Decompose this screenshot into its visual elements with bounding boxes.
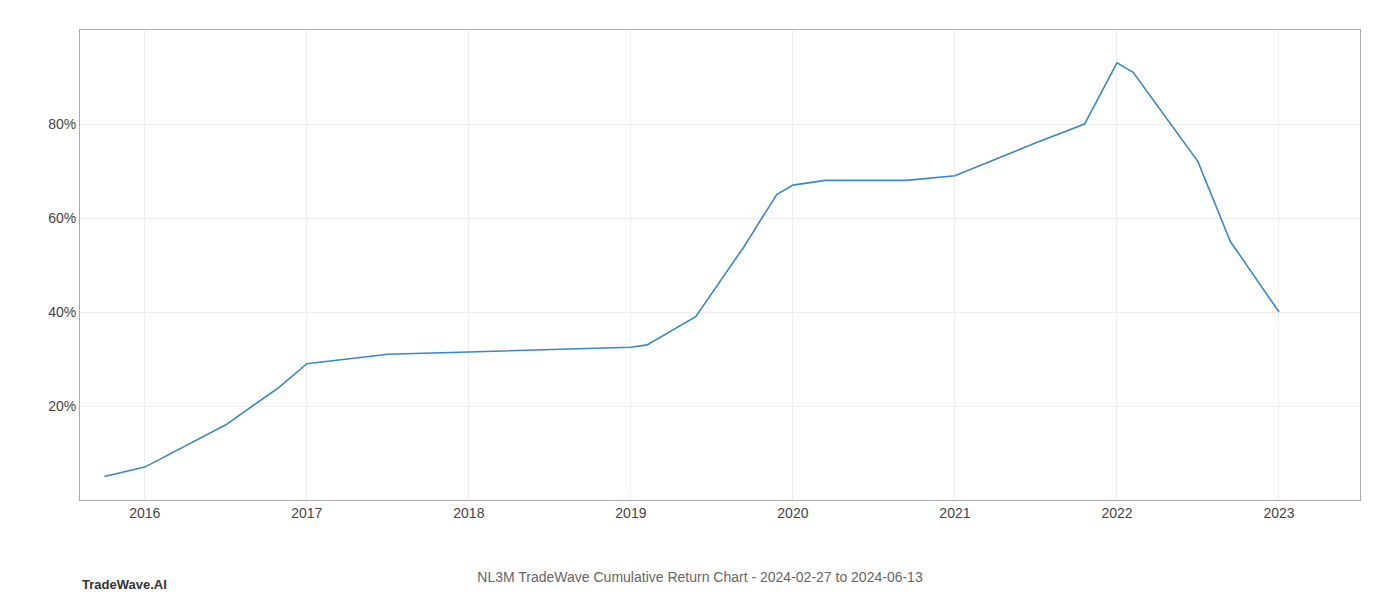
svg-text:2020: 2020 [777,505,808,521]
svg-text:TradeWave.AI: TradeWave.AI [82,577,167,592]
svg-text:40%: 40% [48,304,76,320]
svg-text:80%: 80% [48,116,76,132]
svg-text:60%: 60% [48,210,76,226]
svg-text:2016: 2016 [129,505,160,521]
svg-text:2023: 2023 [1263,505,1294,521]
svg-text:2018: 2018 [453,505,484,521]
svg-text:2017: 2017 [291,505,322,521]
svg-text:NL3M TradeWave Cumulative Retu: NL3M TradeWave Cumulative Return Chart -… [477,569,923,585]
svg-text:2019: 2019 [615,505,646,521]
svg-text:2022: 2022 [1101,505,1132,521]
svg-text:2021: 2021 [939,505,970,521]
svg-text:20%: 20% [48,398,76,414]
